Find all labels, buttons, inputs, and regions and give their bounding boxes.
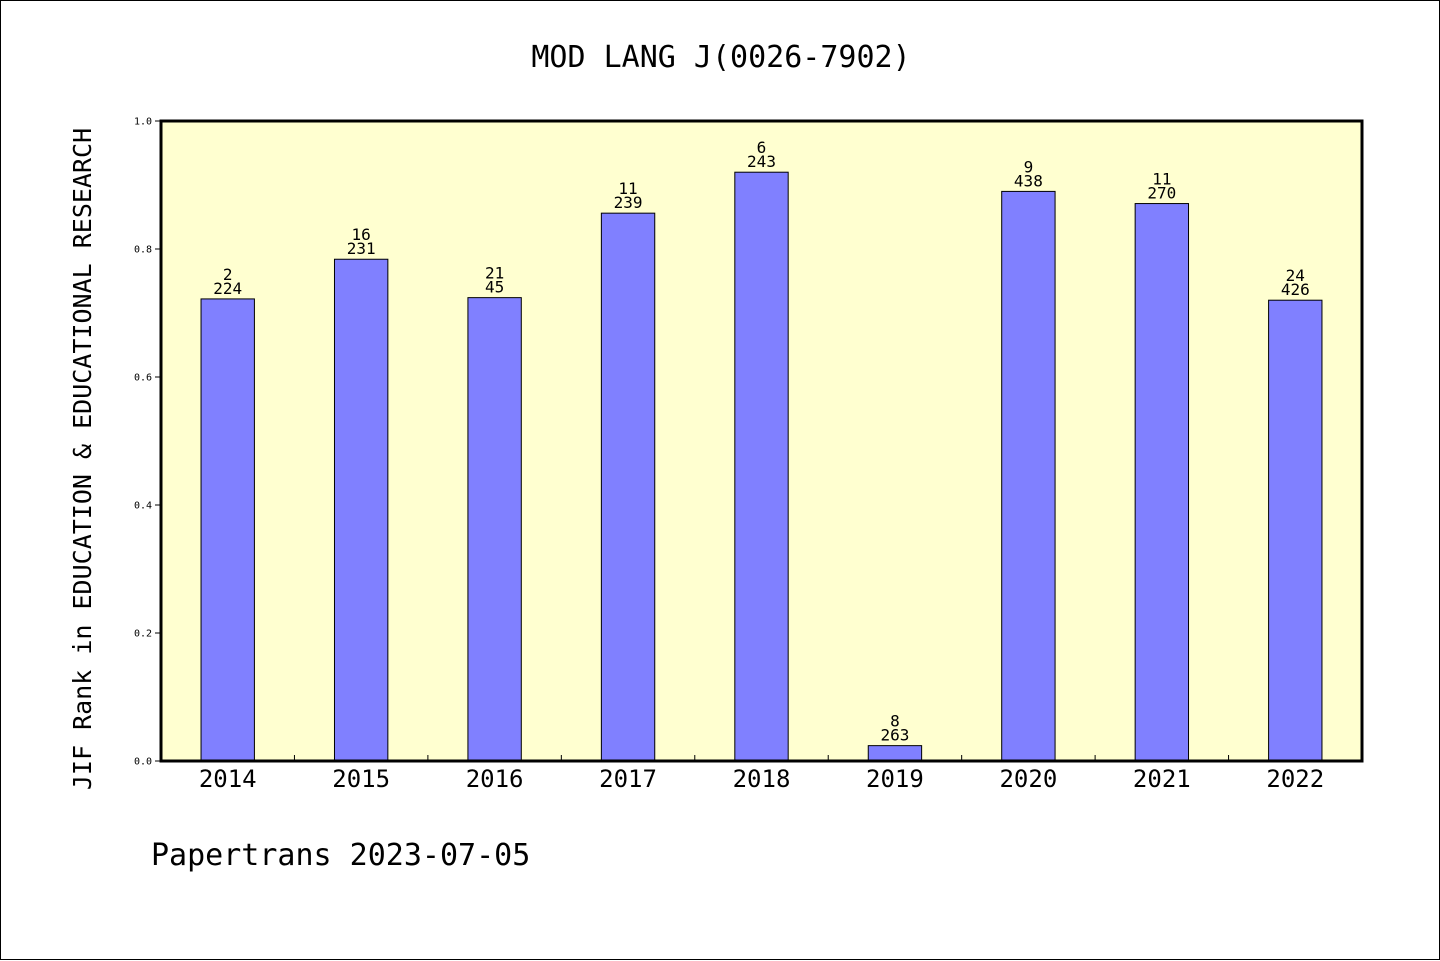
y-tick-label: 0.4 (134, 501, 152, 512)
bar-rank-label: 6 (757, 138, 767, 157)
y-tick-label: 1.0 (134, 117, 152, 128)
bar-total-label: 45 (485, 278, 504, 297)
bar-rank-label: 8 (890, 712, 900, 731)
x-tick-label: 2022 (1266, 765, 1324, 793)
bar (1134, 203, 1190, 762)
bar-total-label: 231 (347, 239, 376, 258)
x-tick-label: 2020 (999, 765, 1057, 793)
bar (467, 297, 522, 762)
footer-credit: Papertrans 2023-07-05 (151, 838, 530, 873)
y-tick-label: 0.6 (134, 373, 152, 384)
y-tick-label: 0.0 (134, 757, 152, 768)
bar (333, 258, 389, 762)
x-tick-label: 2018 (733, 765, 791, 793)
bar-rank-label: 2 (223, 265, 233, 284)
x-tick-label: 2016 (466, 765, 524, 793)
bar (600, 212, 656, 762)
bar (734, 171, 789, 762)
bar-rank-label: 11 (1152, 170, 1171, 189)
bar-total-label: 239 (614, 193, 643, 212)
x-tick-label: 2021 (1133, 765, 1191, 793)
bar-total-label: 243 (747, 152, 776, 171)
bar-rank-label: 11 (618, 179, 637, 198)
y-tick-label: 0.8 (134, 245, 152, 256)
chart-title: MOD LANG J(0026-7902) (531, 40, 910, 75)
x-tick-label: 2017 (599, 765, 657, 793)
bar-total-label: 224 (213, 279, 242, 298)
bar-rank-label: 24 (1286, 266, 1305, 285)
bar-rank-label: 9 (1024, 157, 1034, 176)
bar-series (200, 171, 1323, 762)
bar (200, 298, 255, 762)
y-axis-ticks: 0.0 0.2 0.4 0.6 0.8 1.0 (134, 117, 161, 768)
x-tick-label: 2019 (866, 765, 924, 793)
bar-total-label: 263 (880, 726, 909, 745)
y-axis-label: JIF Rank in EDUCATION & EDUCATIONAL RESE… (68, 128, 97, 790)
bar (867, 745, 923, 762)
plot-border (159, 119, 1364, 763)
bar-total-label: 426 (1281, 280, 1310, 299)
bar-rank-label: 21 (485, 264, 504, 283)
bar-total-label: 438 (1014, 171, 1043, 190)
x-tick-label: 2015 (332, 765, 390, 793)
bar (1268, 299, 1323, 762)
x-axis-ticks: 2014 2015 2016 2017 2018 2019 2020 2021 2022 (199, 755, 1324, 793)
y-tick-label: 0.2 (134, 629, 152, 640)
x-tick-label: 2014 (199, 765, 257, 793)
bar-total-label: 270 (1147, 184, 1176, 203)
bar-rank-label: 16 (352, 225, 371, 244)
bar (1001, 190, 1056, 762)
